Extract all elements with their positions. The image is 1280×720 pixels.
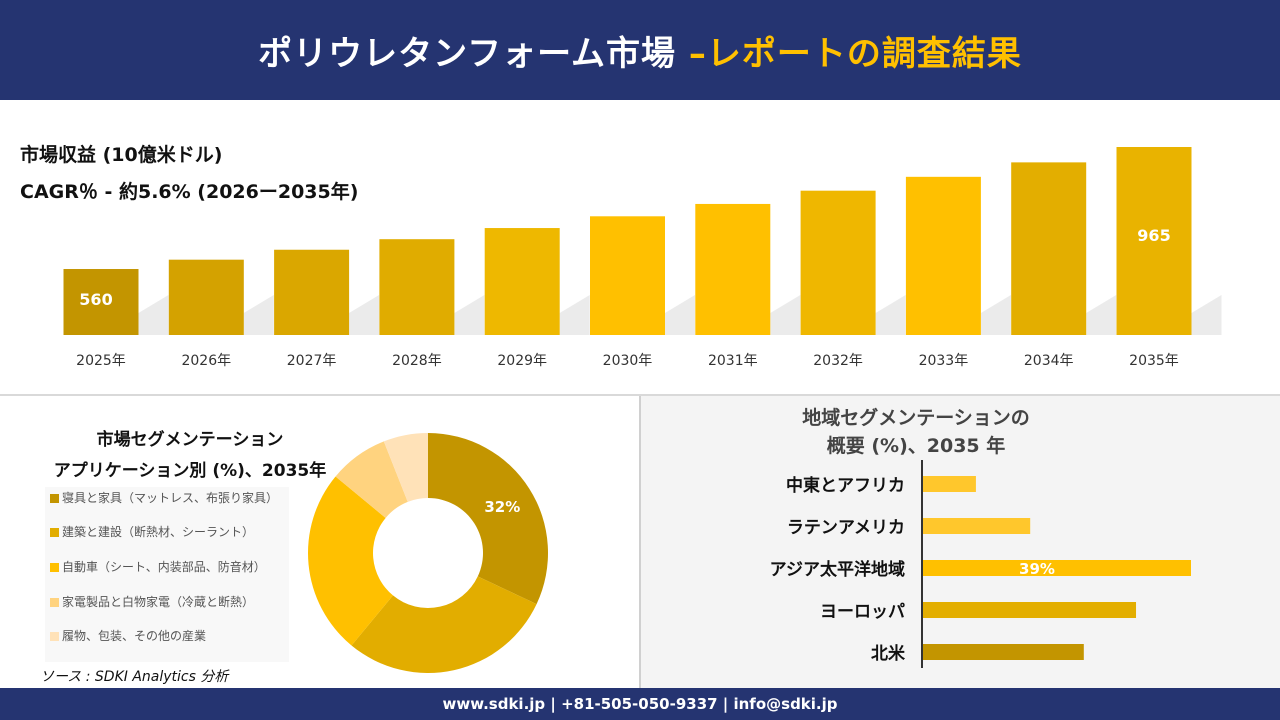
region-title-line2: 概要 (%)、2035 年 [826,435,1006,457]
x-tick-label: 2033年 [919,353,969,369]
legend-label: 建築と建設（断熱材、シーラント） [62,525,255,539]
bar [274,249,350,335]
title-accent: –レポートの調査結果 [688,33,1022,74]
y-tick-label: アジア太平洋地域 [770,559,905,580]
bar-shadow [243,295,274,335]
bar-shadow [349,295,380,335]
legend-item: 寝具と家具（マットレス、布張り家具） [50,490,285,507]
x-tick-label: 2027年 [287,353,337,369]
legend-label: 家電製品と白物家電（冷蔵と断熱） [62,595,255,609]
divider [639,396,641,688]
x-tick-label: 2028年 [392,353,442,369]
bar [923,602,1137,618]
donut-slice [428,433,548,605]
x-tick-label: 2035年 [1129,353,1179,369]
legend-item: 履物、包装、その他の産業 [50,628,285,645]
legend-item: 建築と建設（断熱材、シーラント） [50,524,285,541]
pie-legend: 寝具と家具（マットレス、布張り家具） 建築と建設（断熱材、シーラント） 自動車（シー… [45,487,289,662]
segment-title-line2: アプリケーション別 (%)、2035年 [53,461,327,481]
cagr-label: CAGR％ - 約5.6% (2026ー2035年) [20,181,359,203]
donut-slice [383,433,428,502]
donut-slice [335,441,408,518]
bar-shadow [1086,295,1117,335]
bar-shadow [138,295,169,335]
legend-label: 寝具と家具（マットレス、布張り家具） [62,491,279,505]
y-tick-label: ラテンアメリカ [787,518,905,538]
bar-shadow [875,295,906,335]
bar-shadow [665,295,695,335]
bar-shadow [770,295,801,335]
legend-swatch [50,598,59,607]
region-title-line1: 地域セグメンテーションの [802,407,1030,429]
x-tick-label: 2030年 [603,353,653,369]
header-banner: ポリウレタンフォーム市場 –レポートの調査結果 [0,0,1280,100]
data-label: 965 [1137,226,1170,245]
segment-title-line1: 市場セグメンテーション [96,430,284,450]
legend-label: 履物、包装、その他の産業 [62,629,207,643]
revenue-bar-chart: 2025年 560 2026年 2027年 2028年 2029年 2030年 2031年 20… [63,147,1222,369]
bar-shadow [980,295,1011,335]
legend-item: 家電製品と白物家電（冷蔵と断熱） [50,594,285,611]
application-donut-chart: 32% [308,433,548,673]
legend-label: 自動車（シート、内装部品、防音材） [62,560,266,574]
bar [695,203,771,335]
bar [63,269,139,335]
y-tick-label: 北米 [871,643,906,664]
bar [923,476,976,492]
bar-shadow [454,295,485,335]
bar [923,518,1031,534]
data-label: 560 [79,290,112,309]
revenue-label: 市場収益 (10億米ドル) [20,144,223,166]
region-title: 地域セグメンテーションの 概要 (%)、2035 年 [641,404,1191,460]
bar [484,228,560,335]
y-tick-label: 中東とアフリカ [786,475,905,496]
x-tick-label: 2026年 [181,353,231,369]
page-title: ポリウレタンフォーム市場 –レポートの調査結果 [258,26,1022,75]
x-tick-label: 2034年 [1024,353,1074,369]
region-panel [641,396,1280,688]
x-tick-label: 2032年 [813,353,863,369]
bar [1116,147,1192,335]
legend-swatch [50,563,59,572]
legend-swatch [50,528,59,537]
source-note: ソース : SDKI Analytics 分析 [40,669,229,685]
donut-slice [308,476,393,646]
bar-shadow [1191,295,1222,335]
bar [905,176,981,335]
bar [590,216,665,335]
bar [168,259,244,335]
data-label: 39% [1019,560,1055,578]
data-label: 32% [484,498,520,516]
bar [923,644,1084,660]
bar [800,190,876,335]
x-tick-label: 2029年 [497,353,547,369]
divider [0,394,1280,396]
bar-shadow [559,295,590,335]
bar [379,239,455,335]
y-tick-label: ヨーロッパ [820,602,905,622]
legend-swatch [50,494,59,503]
bar [923,560,1191,576]
donut-slice [351,576,537,673]
bar [1011,162,1087,335]
legend-item: 自動車（シート、内装部品、防音材） [50,559,285,576]
x-tick-label: 2031年 [708,353,758,369]
title-main: ポリウレタンフォーム市場 [258,33,689,74]
x-tick-label: 2025年 [76,353,126,369]
legend-swatch [50,632,59,641]
footer-contact: www.sdki.jp | +81-505-050-9337 | info@sd… [0,688,1280,720]
